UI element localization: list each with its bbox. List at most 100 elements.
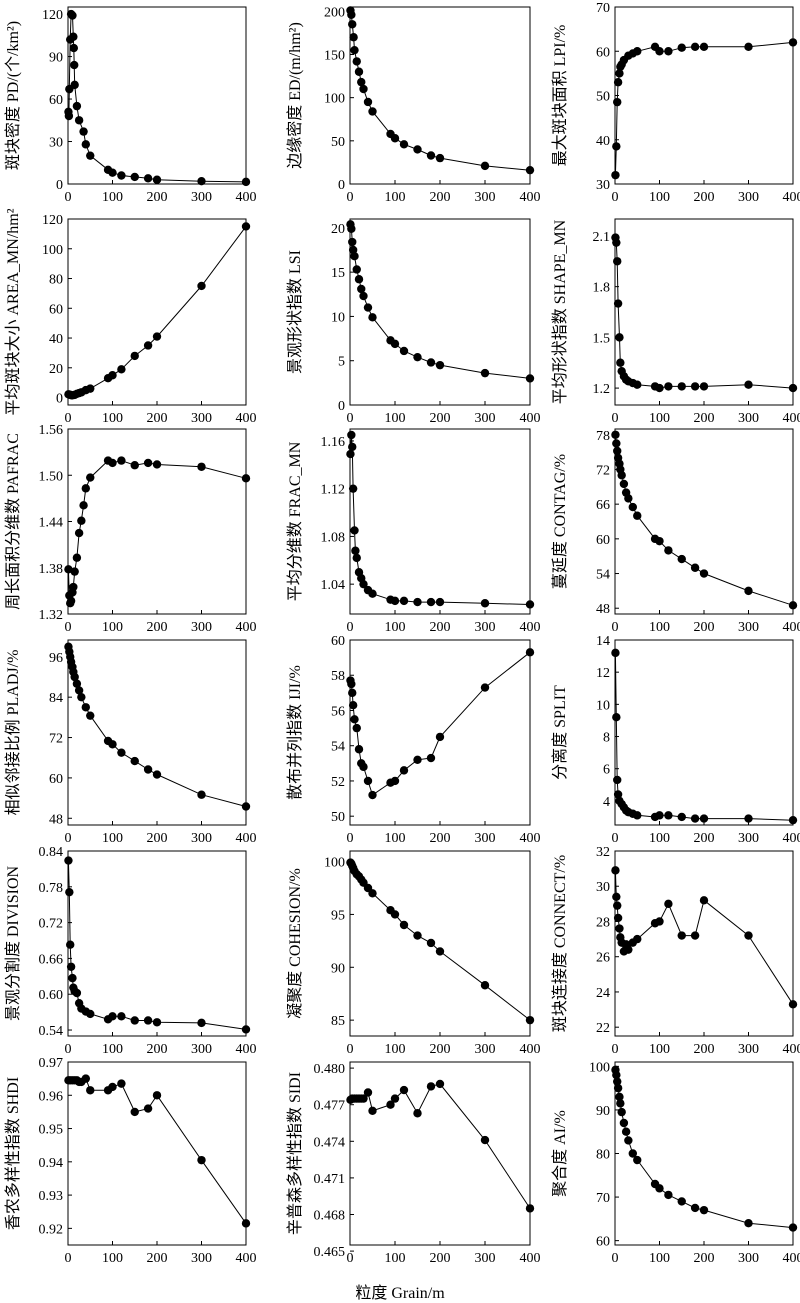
data-point (480, 368, 490, 378)
data-point (612, 892, 621, 902)
x-tick-label: 200 (430, 620, 451, 635)
y-tick-label: 1.16 (321, 435, 346, 450)
x-tick-label: 400 (783, 831, 800, 846)
series-line (614, 870, 794, 1005)
y-tick-label: 0.92 (39, 1222, 64, 1237)
x-tick-label: 300 (738, 411, 759, 426)
y-tick-label: 5 (338, 355, 345, 370)
x-tick-label: 300 (738, 620, 759, 635)
y-axis-label: 蔓延度 CONTAG/% (551, 454, 569, 589)
x-tick-label: 200 (430, 1251, 451, 1266)
x-tick-label: 400 (236, 1042, 257, 1057)
y-tick-label: 0.96 (39, 1089, 64, 1104)
data-point (108, 371, 117, 380)
y-axis-label: 聚合度 AI/% (551, 1110, 569, 1197)
data-point (86, 473, 95, 482)
data-point (624, 494, 633, 503)
data-point (690, 42, 700, 52)
x-tick-label: 0 (347, 411, 354, 426)
y-tick-label: 40 (49, 332, 63, 347)
data-point (197, 281, 206, 291)
data-point (86, 711, 95, 720)
data-point (788, 1223, 798, 1232)
data-point (349, 33, 358, 42)
x-tick-label: 300 (738, 1042, 759, 1057)
data-point (368, 790, 377, 800)
y-axis-label: 平均形状指数 SHAPE_MN (551, 219, 569, 404)
data-point (72, 553, 82, 562)
data-point (744, 931, 753, 940)
x-tick-label: 0 (612, 190, 619, 205)
y-tick-label: 56 (331, 704, 345, 719)
data-point (241, 474, 251, 483)
data-point (788, 1000, 798, 1009)
x-tick-label: 100 (102, 1251, 123, 1266)
data-point (744, 814, 753, 823)
data-point (413, 352, 422, 362)
y-tick-label: 0.468 (314, 1209, 346, 1224)
data-point (788, 815, 798, 825)
data-point (77, 692, 86, 702)
data-point (699, 814, 709, 823)
x-tick-label: 400 (236, 190, 257, 205)
y-tick-label: 1.56 (39, 423, 64, 438)
data-point (70, 672, 79, 682)
data-point (348, 237, 357, 247)
data-point (611, 866, 620, 875)
data-point (624, 1136, 633, 1145)
data-point (744, 42, 753, 52)
x-tick-label: 400 (236, 1251, 257, 1266)
data-point (426, 1082, 436, 1091)
y-axis-label: 斑块连接度 CONNECT/% (551, 855, 569, 1032)
x-tick-label: 300 (191, 411, 212, 426)
y-tick-label: 72 (49, 732, 63, 747)
data-point (241, 802, 251, 811)
data-point (613, 257, 622, 266)
data-point (655, 811, 664, 820)
x-tick-label: 100 (385, 411, 406, 426)
data-point (788, 38, 798, 47)
y-tick-label: 50 (596, 90, 610, 105)
data-point (426, 597, 436, 607)
x-tick-label: 200 (430, 411, 451, 426)
y-tick-label: 48 (49, 812, 63, 827)
data-point (390, 596, 400, 606)
series-line (614, 434, 794, 606)
data-point (351, 546, 360, 555)
x-tick-label: 400 (520, 831, 541, 846)
data-point (699, 382, 709, 391)
data-point (350, 45, 359, 55)
data-point (613, 1077, 622, 1086)
data-point (117, 748, 126, 757)
plot-frame (67, 850, 247, 1037)
y-tick-label: 0.480 (314, 1062, 346, 1077)
data-point (363, 1088, 373, 1097)
x-tick-label: 300 (191, 620, 212, 635)
data-point (435, 947, 445, 956)
y-tick-label: 200 (324, 5, 345, 20)
data-point (66, 940, 75, 949)
data-point (399, 766, 409, 775)
data-point (74, 686, 84, 695)
x-tick-label: 100 (385, 1042, 406, 1057)
x-tick-label: 300 (191, 1042, 212, 1057)
data-point (677, 382, 686, 391)
data-point (81, 140, 91, 149)
plot-frame (349, 428, 531, 615)
data-point (616, 358, 625, 367)
data-point (152, 770, 162, 779)
data-point (197, 1018, 206, 1028)
data-point (65, 887, 74, 897)
y-tick-label: 0.474 (314, 1135, 346, 1150)
series-line (350, 1083, 531, 1209)
data-point (108, 740, 117, 749)
data-point (130, 1107, 139, 1117)
y-tick-label: 0.477 (314, 1099, 346, 1114)
data-point (69, 32, 78, 41)
y-axis-label: 平均斑块大小 AREA_MN/hm² (4, 208, 22, 415)
y-tick-label: 20 (49, 362, 63, 377)
y-tick-label: 0 (56, 392, 63, 407)
y-tick-label: 0.465 (314, 1245, 346, 1260)
y-tick-label: 50 (331, 135, 345, 150)
data-point (143, 458, 153, 468)
